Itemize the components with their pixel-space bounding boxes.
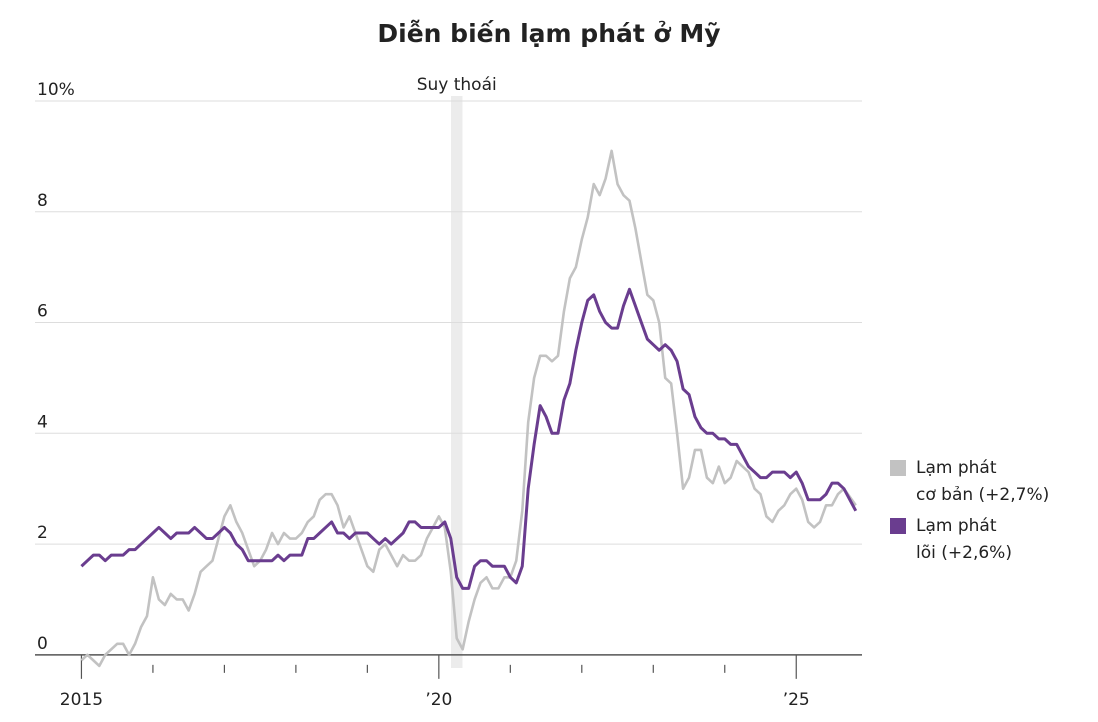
recession-band [450, 96, 463, 668]
legend-label: Lạm phát lõi (+2,6%) [916, 516, 1012, 563]
legend-item: Lạm phát lõi (+2,6%) [890, 513, 1049, 567]
recession-label: Suy thoái [417, 75, 497, 95]
legend: Lạm phát cơ bản (+2,7%) Lạm phát lõi (+2,… [890, 455, 1049, 571]
y-tick-label: 0 [37, 634, 48, 654]
x-tick-label: ’20 [425, 690, 452, 710]
y-tick-label: 8 [37, 191, 48, 211]
legend-item: Lạm phát cơ bản (+2,7%) [890, 455, 1049, 509]
y-tick-label: 2 [37, 523, 48, 543]
y-tick-label: 10% [37, 80, 75, 100]
legend-label: Lạm phát cơ bản (+2,7%) [916, 458, 1050, 505]
chart-title: Diễn biến lạm phát ở Mỹ [377, 19, 720, 48]
series-line [80, 149, 857, 668]
y-tick-label: 6 [37, 302, 48, 322]
series-line [80, 287, 858, 590]
recession-label-bg [406, 72, 507, 96]
legend-swatch [890, 460, 906, 476]
legend-swatch [890, 518, 906, 534]
x-tick-label: ’25 [783, 690, 810, 710]
y-tick-label: 4 [37, 412, 48, 432]
x-tick-label: 2015 [60, 690, 103, 710]
